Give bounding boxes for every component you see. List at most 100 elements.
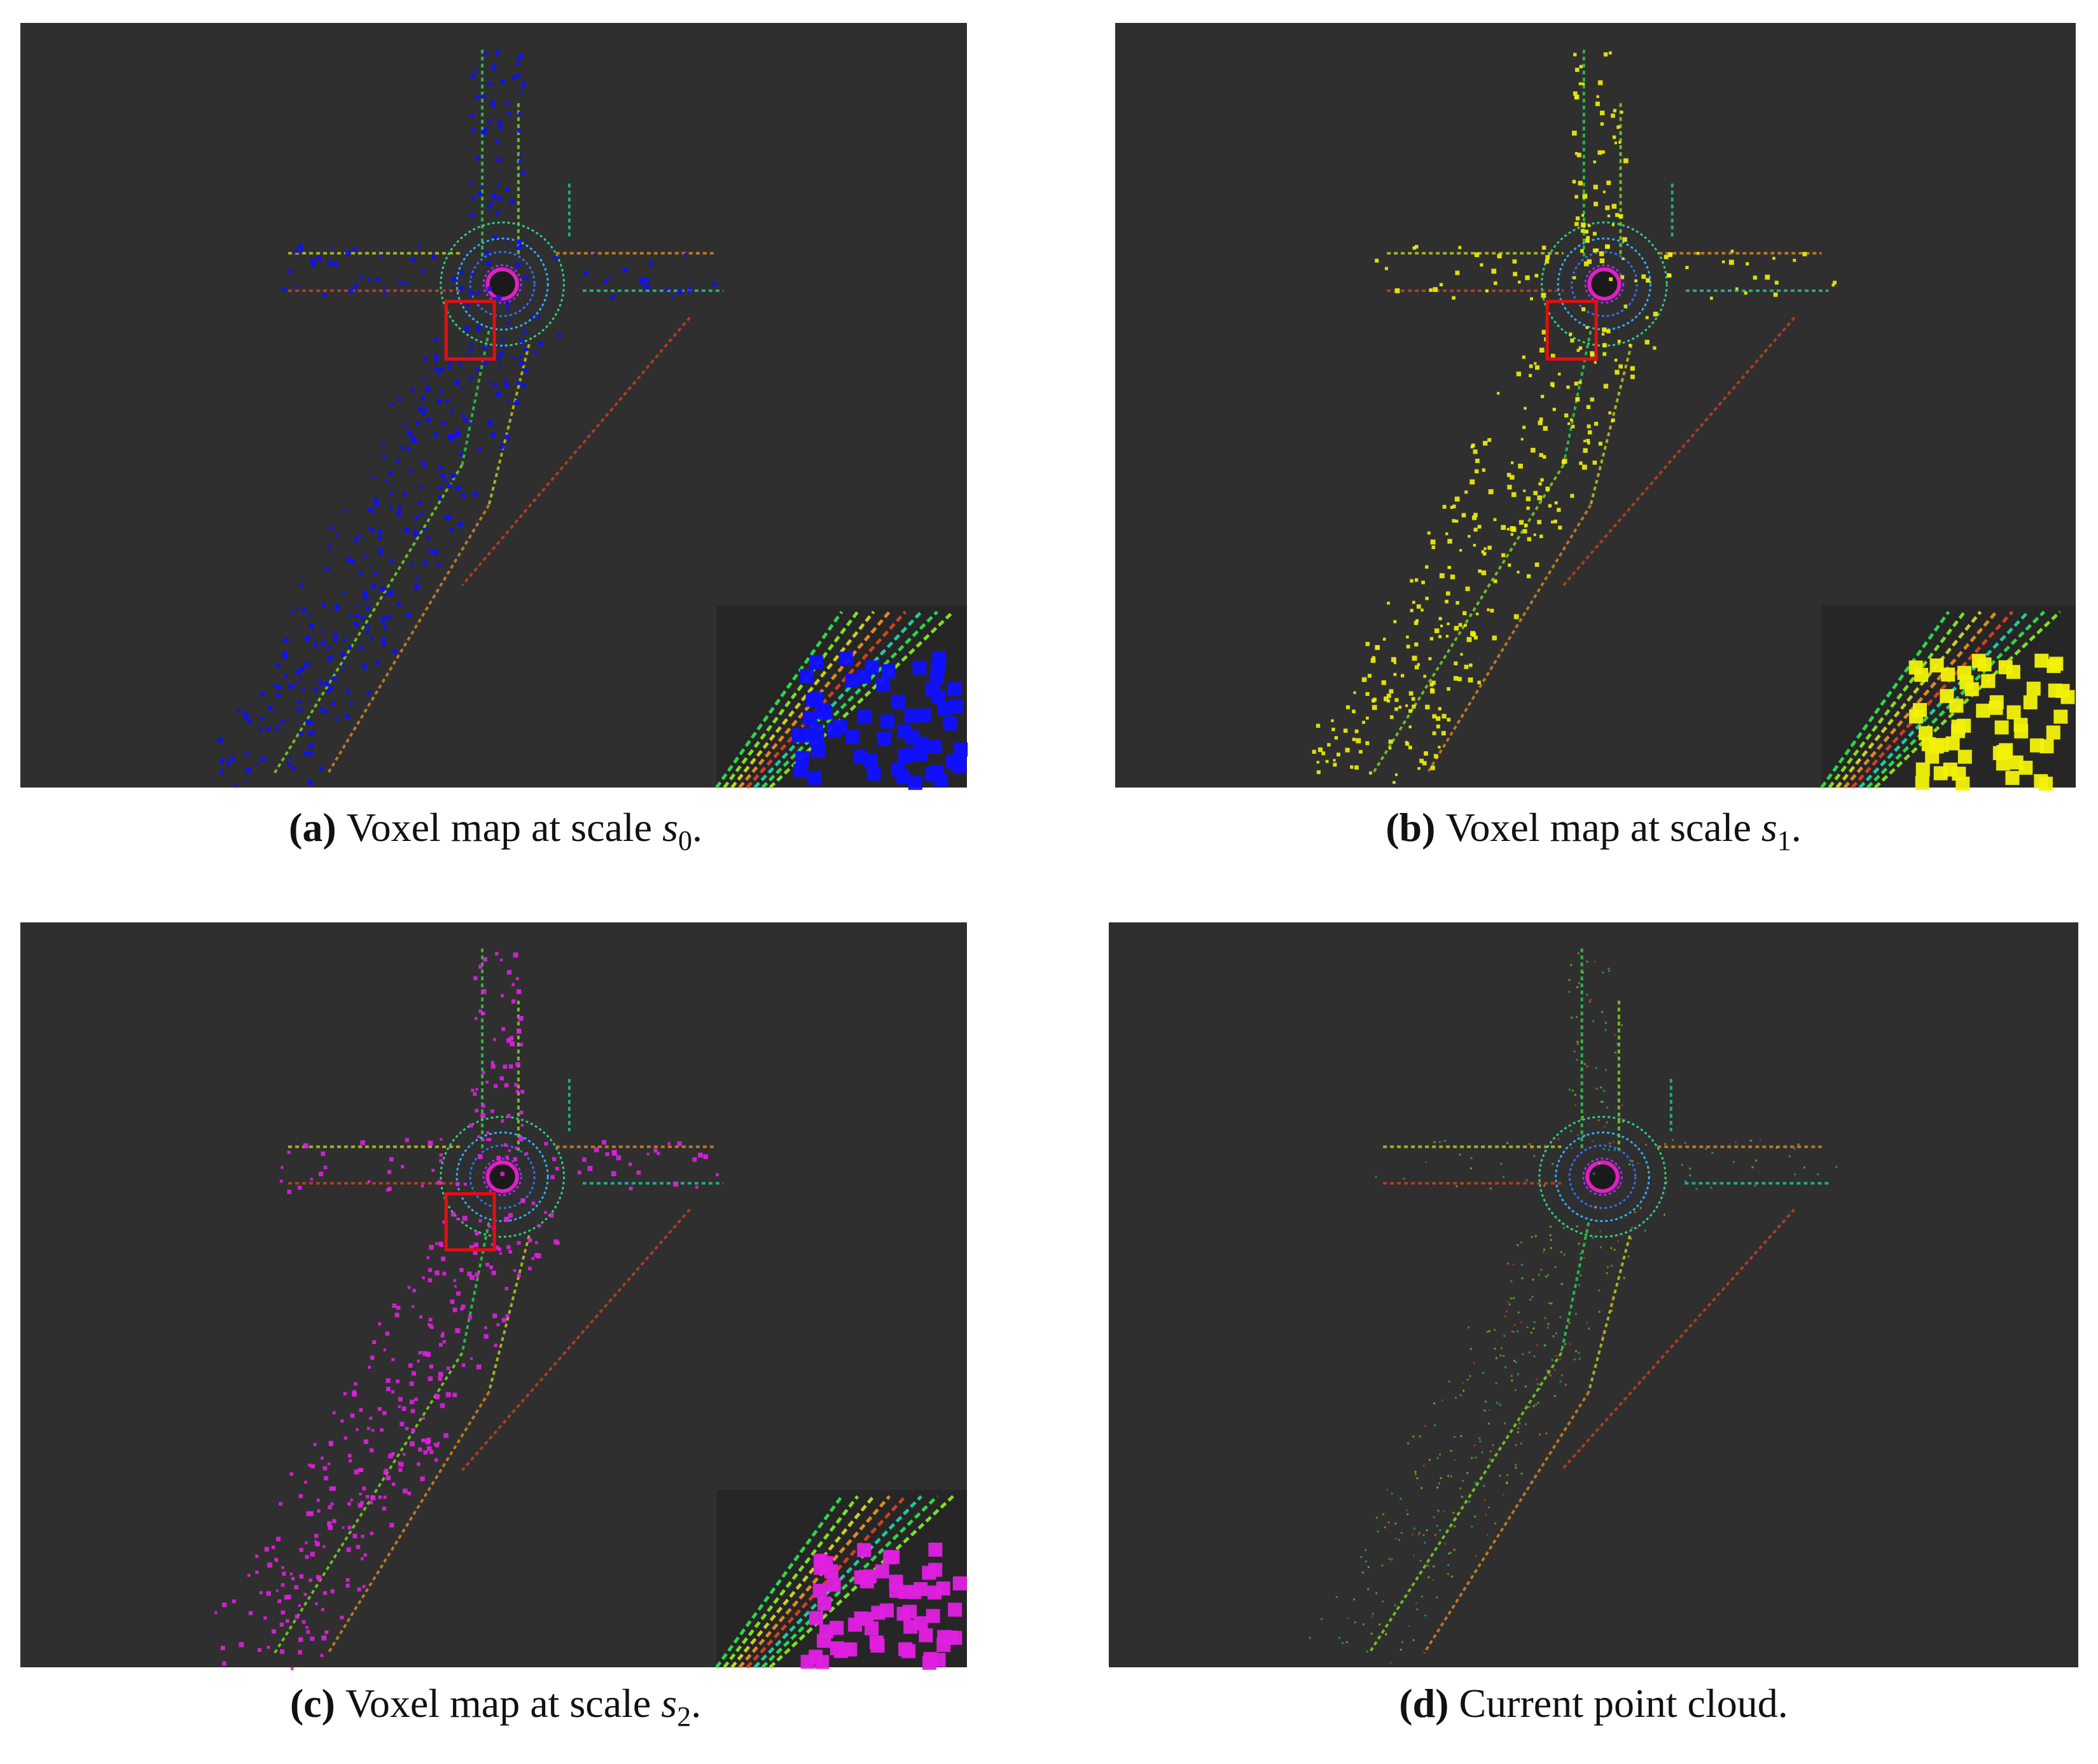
voxel <box>365 606 370 611</box>
voxel <box>381 641 386 646</box>
voxel <box>321 602 326 608</box>
voxel <box>226 761 231 766</box>
inset-voxel <box>1921 737 1936 751</box>
voxel <box>1391 1492 1393 1495</box>
voxel <box>1600 110 1605 116</box>
voxel <box>379 548 384 553</box>
inset-voxel <box>1914 667 1929 682</box>
voxel <box>1455 270 1460 275</box>
voxel <box>1483 1485 1485 1487</box>
voxel <box>1459 1153 1461 1156</box>
voxel <box>1630 366 1635 371</box>
voxel <box>1449 1552 1452 1554</box>
voxel <box>490 1060 494 1065</box>
voxel <box>1550 1239 1552 1241</box>
voxel <box>1419 1559 1422 1562</box>
voxel <box>1414 642 1419 647</box>
voxel <box>1469 479 1475 485</box>
voxel <box>354 622 359 627</box>
voxel <box>456 1218 459 1221</box>
voxel <box>1606 1272 1608 1274</box>
inset-voxel <box>931 659 945 674</box>
voxel <box>1517 1373 1519 1375</box>
voxel <box>1387 1521 1390 1524</box>
voxel <box>1603 52 1608 57</box>
inset-voxel <box>2005 770 2020 785</box>
voxel <box>295 249 300 253</box>
voxel <box>555 1167 559 1171</box>
voxel <box>345 1583 350 1588</box>
voxel <box>309 1511 314 1517</box>
voxel <box>1520 1263 1523 1266</box>
voxel <box>1421 580 1425 585</box>
voxel <box>342 1526 345 1529</box>
voxel <box>1545 259 1549 264</box>
voxel <box>1381 680 1387 685</box>
voxel <box>1475 1554 1477 1557</box>
voxel <box>1412 1554 1415 1557</box>
voxel <box>1559 1316 1562 1318</box>
voxel <box>470 73 476 78</box>
voxel <box>427 1376 433 1382</box>
inset-voxel <box>917 708 931 723</box>
inset-voxel <box>898 724 912 739</box>
voxel <box>531 1201 536 1205</box>
voxel <box>1611 418 1615 422</box>
voxel <box>1510 1297 1512 1300</box>
voxel <box>1574 221 1579 226</box>
inset-voxel <box>898 1642 913 1656</box>
inset-voxel <box>826 723 841 737</box>
voxel <box>384 292 387 295</box>
inset-voxel <box>2023 695 2038 710</box>
voxel <box>1573 91 1578 96</box>
voxel <box>1573 1050 1576 1053</box>
voxel <box>1334 736 1338 740</box>
voxel <box>319 767 324 771</box>
voxel <box>469 422 472 425</box>
voxel <box>1433 287 1438 292</box>
voxel <box>1502 1176 1504 1178</box>
voxel <box>1551 520 1554 524</box>
voxel <box>299 1548 303 1552</box>
voxel <box>1365 1560 1367 1563</box>
voxel <box>1522 1353 1524 1356</box>
voxel <box>516 1029 522 1034</box>
voxel <box>504 382 510 388</box>
voxel <box>1831 283 1835 287</box>
voxel <box>343 1392 347 1396</box>
voxel <box>398 1397 403 1402</box>
voxel <box>372 476 375 480</box>
voxel <box>1531 1235 1533 1238</box>
voxel <box>1410 579 1414 583</box>
voxel <box>1529 373 1532 377</box>
voxel <box>457 443 460 446</box>
voxel <box>511 983 515 987</box>
voxel <box>362 590 368 596</box>
voxel <box>1422 1534 1425 1536</box>
voxel <box>1544 1144 1546 1147</box>
voxel <box>1773 292 1778 297</box>
voxel <box>1608 970 1611 973</box>
voxel <box>1524 524 1528 527</box>
voxel <box>255 1570 259 1574</box>
voxel <box>504 1287 508 1291</box>
voxel <box>1473 513 1478 517</box>
voxel <box>331 701 336 705</box>
voxel <box>470 342 474 346</box>
inset-voxel <box>926 1609 940 1623</box>
voxel <box>413 530 418 535</box>
caption-subscript: 2 <box>677 1701 691 1732</box>
voxel <box>1504 1422 1506 1425</box>
voxel <box>1534 362 1537 365</box>
voxel <box>428 1317 433 1322</box>
voxel <box>1477 525 1482 529</box>
voxel <box>522 384 527 389</box>
voxel <box>1545 1275 1547 1278</box>
voxel <box>1454 1436 1456 1438</box>
voxel <box>328 1505 332 1510</box>
voxel <box>308 613 312 616</box>
voxel <box>281 1166 284 1169</box>
voxel <box>1586 405 1591 409</box>
voxel <box>1583 1256 1586 1259</box>
voxel <box>345 1578 350 1582</box>
